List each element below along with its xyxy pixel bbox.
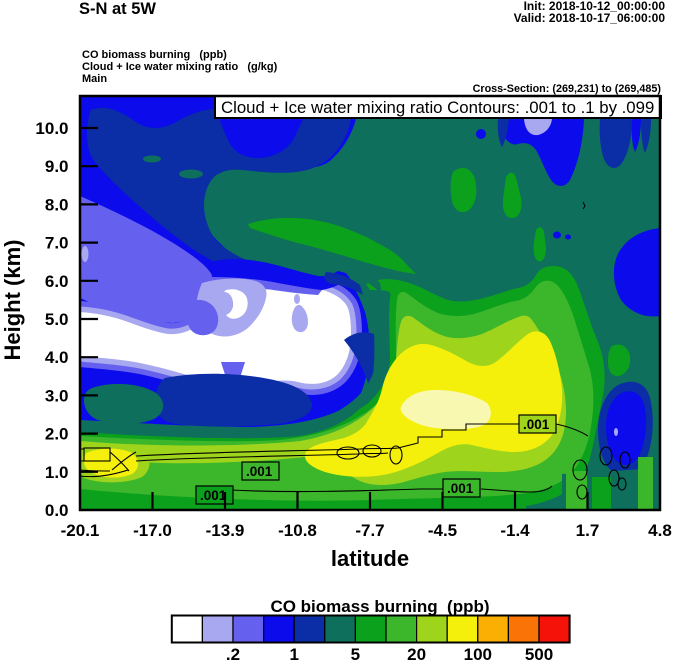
svg-text:4.8: 4.8: [648, 521, 672, 540]
svg-text:.001: .001: [447, 481, 474, 496]
svg-text:Cloud + Ice water mixing ratio: Cloud + Ice water mixing ratio Contours:…: [221, 98, 654, 117]
svg-text:5.0: 5.0: [45, 310, 69, 329]
svg-text:S-N at 5W: S-N at 5W: [79, 0, 156, 18]
svg-text:Valid: 2018-10-17_06:00:00: Valid: 2018-10-17_06:00:00: [514, 11, 666, 25]
svg-text:8.0: 8.0: [45, 195, 69, 214]
svg-text:1.0: 1.0: [45, 463, 69, 482]
svg-text:0.0: 0.0: [45, 501, 69, 520]
svg-text:500: 500: [525, 645, 553, 664]
svg-text:-10.8: -10.8: [278, 521, 317, 540]
svg-text:10.0: 10.0: [35, 119, 68, 138]
svg-text:Init: 2018-10-12_00:00:00: Init: 2018-10-12_00:00:00: [524, 0, 666, 13]
svg-text:Cross-Section: (269,231) to (2: Cross-Section: (269,231) to (269,485): [473, 83, 662, 95]
svg-text:1.7: 1.7: [576, 521, 600, 540]
svg-text:4.0: 4.0: [45, 348, 69, 367]
svg-text:Cloud + Ice water mixing ratio: Cloud + Ice water mixing ratio (g/kg): [82, 61, 278, 73]
svg-text:CO biomass burning (ppb): CO biomass burning (ppb): [270, 597, 489, 616]
svg-text:1: 1: [289, 645, 298, 664]
svg-text:-17.0: -17.0: [133, 521, 172, 540]
svg-text:.001: .001: [523, 417, 550, 432]
svg-text:-1.4: -1.4: [500, 521, 530, 540]
svg-text:9.0: 9.0: [45, 157, 69, 176]
svg-text:-4.5: -4.5: [428, 521, 457, 540]
svg-text:.001: .001: [246, 464, 273, 479]
svg-text:3.0: 3.0: [45, 386, 69, 405]
svg-text:CO biomass burning (ppb): CO biomass burning (ppb): [82, 49, 227, 61]
svg-text:5: 5: [351, 645, 360, 664]
svg-text:2.0: 2.0: [45, 425, 69, 444]
svg-text:Height (km): Height (km): [0, 240, 25, 361]
svg-text:-13.9: -13.9: [206, 521, 245, 540]
svg-text:.2: .2: [226, 645, 240, 664]
svg-text:20: 20: [407, 645, 426, 664]
svg-text:.001: .001: [200, 488, 227, 503]
svg-text:-7.7: -7.7: [355, 521, 384, 540]
svg-text:6.0: 6.0: [45, 272, 69, 291]
svg-text:7.0: 7.0: [45, 234, 69, 253]
svg-text:latitude: latitude: [331, 546, 409, 571]
svg-text:Main: Main: [82, 73, 107, 85]
svg-text:100: 100: [464, 645, 492, 664]
svg-text:-20.1: -20.1: [61, 521, 100, 540]
